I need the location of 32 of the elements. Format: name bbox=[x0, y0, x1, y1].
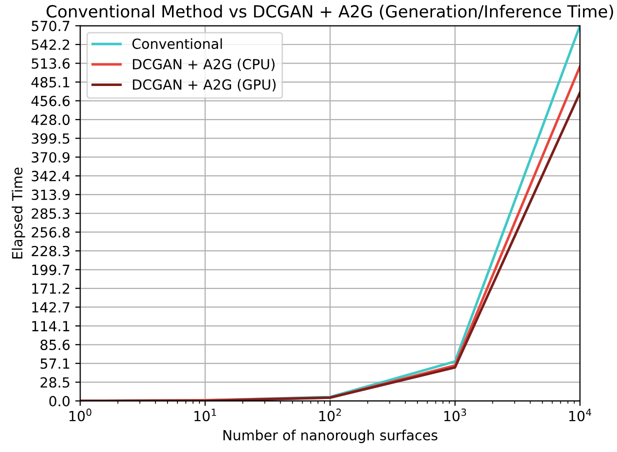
x-tick-label: 10$^{0}$ bbox=[70, 408, 92, 422]
y-tick-label: 428.0 bbox=[31, 114, 70, 126]
x-tick-label: 10$^{4}$ bbox=[569, 408, 592, 422]
x-tick-label: 10$^{1}$ bbox=[194, 408, 216, 422]
x-tick-label: 10$^{3}$ bbox=[444, 408, 466, 422]
y-tick-label: 228.3 bbox=[32, 246, 70, 256]
y-tick-label: 513.6 bbox=[32, 58, 70, 69]
y-tick-label: 28.5 bbox=[40, 377, 70, 388]
legend-label: DCGAN + A2G (CPU) bbox=[132, 58, 275, 72]
y-tick-label: 0.0 bbox=[49, 396, 70, 406]
y-axis-title: Elapsed Time bbox=[12, 168, 26, 258]
x-tick-label: 10$^{2}$ bbox=[319, 408, 341, 422]
y-tick-label: 456.6 bbox=[31, 96, 70, 106]
y-tick-label: 85.6 bbox=[40, 340, 70, 350]
y-tick-label: 285.3 bbox=[32, 208, 70, 219]
legend-label: DCGAN + A2G (GPU) bbox=[132, 79, 276, 92]
x-axis-title: Number of nanorough surfaces bbox=[224, 430, 438, 444]
y-tick-label: 342.4 bbox=[32, 170, 70, 182]
y-tick-label: 256.8 bbox=[32, 227, 70, 238]
y-tick-label: 542.2 bbox=[32, 39, 70, 50]
y-tick-label: 570.7 bbox=[32, 20, 70, 32]
legend-label: Conventional bbox=[132, 38, 222, 50]
y-tick-label: 199.7 bbox=[32, 264, 70, 276]
chart-title: Conventional Method vs DCGAN + A2G (Generation/Inference Time) bbox=[46, 4, 614, 20]
y-tick-label: 370.9 bbox=[32, 152, 70, 163]
y-tick-label: 399.5 bbox=[32, 133, 70, 144]
y-tick-label: 57.1 bbox=[40, 358, 70, 369]
y-tick-label: 313.9 bbox=[32, 190, 70, 200]
y-tick-label: 171.2 bbox=[32, 283, 70, 294]
y-tick-label: 114.1 bbox=[32, 321, 70, 332]
y-tick-label: 142.7 bbox=[32, 302, 70, 312]
y-tick-label: 485.1 bbox=[31, 77, 70, 88]
